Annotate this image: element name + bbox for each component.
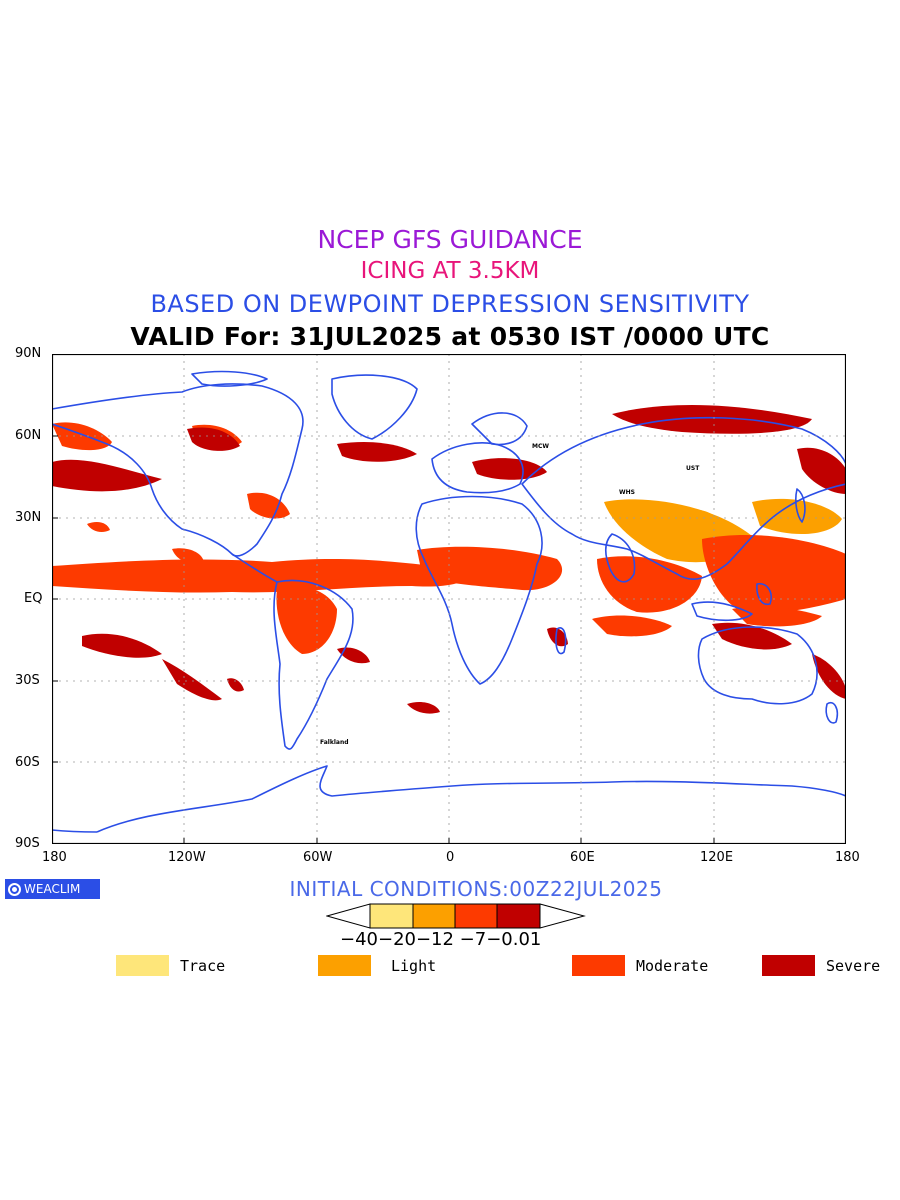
x-tick-label: 60E <box>570 850 595 865</box>
title-line-1: NCEP GFS GUIDANCE <box>317 225 583 254</box>
legend-label-severe: Severe <box>826 957 881 975</box>
x-tick-label: 120E <box>700 850 734 865</box>
map-canvas: Falkland MCW UST WHS <box>52 354 846 844</box>
colorbar-swatch-trace <box>369 903 414 929</box>
legend-swatch-light <box>318 955 371 976</box>
x-tick-label: 60W <box>303 850 333 865</box>
title-line-4: VALID For: 31JUL2025 at 0530 IST /0000 U… <box>130 322 770 351</box>
y-tick-label: 60N <box>15 428 42 443</box>
colorbar-labels: −40−20−12 −7−0.01 <box>340 929 542 950</box>
y-tick-label: 30S <box>15 673 40 688</box>
icing-moderate-areas <box>52 422 846 654</box>
place-label-ust: UST <box>686 465 700 472</box>
legend-swatch-severe <box>762 955 815 976</box>
place-label-mcw: MCW <box>532 443 549 450</box>
world-map: Falkland MCW UST WHS <box>52 354 846 844</box>
legend-swatch-moderate <box>572 955 625 976</box>
legend-swatch-trace <box>116 955 169 976</box>
y-tick-label: EQ <box>24 591 43 606</box>
x-tick-label: 180 <box>42 850 67 865</box>
x-tick-label: 120W <box>168 850 206 865</box>
title-line-3: BASED ON DEWPOINT DEPRESSION SENSITIVITY <box>150 290 750 318</box>
legend-label-trace: Trace <box>180 957 226 975</box>
y-tick-label: 60S <box>15 755 40 770</box>
title-line-2: ICING AT 3.5KM <box>360 258 540 284</box>
colorbar-swatch-light <box>412 903 456 929</box>
coastlines <box>52 370 846 833</box>
logo-icon <box>8 882 21 896</box>
x-tick-label: 0 <box>446 850 455 865</box>
x-tick-label: 180 <box>835 850 860 865</box>
weaclim-logo: WEACLIM <box>5 879 100 899</box>
graticule <box>52 354 846 844</box>
colorbar-low-arrow <box>326 903 371 929</box>
legend-label-moderate: Moderate <box>636 957 709 975</box>
colorbar-swatch-moderate <box>454 903 498 929</box>
place-label-whs: WHS <box>619 489 635 496</box>
y-tick-label: 30N <box>15 510 42 525</box>
brand-label: WEACLIM <box>24 882 81 896</box>
axis-ticks <box>52 435 715 844</box>
initial-conditions: INITIAL CONDITIONS:00Z22JUL2025 <box>289 877 663 901</box>
colorbar-high-arrow <box>539 903 586 929</box>
y-tick-label: 90N <box>15 346 42 361</box>
y-tick-label: 90S <box>15 836 40 851</box>
colorbar <box>326 903 586 929</box>
icing-layer <box>52 404 846 714</box>
place-label-falkland: Falkland <box>320 739 349 746</box>
legend-label-light: Light <box>391 957 437 975</box>
colorbar-swatch-severe <box>496 903 541 929</box>
